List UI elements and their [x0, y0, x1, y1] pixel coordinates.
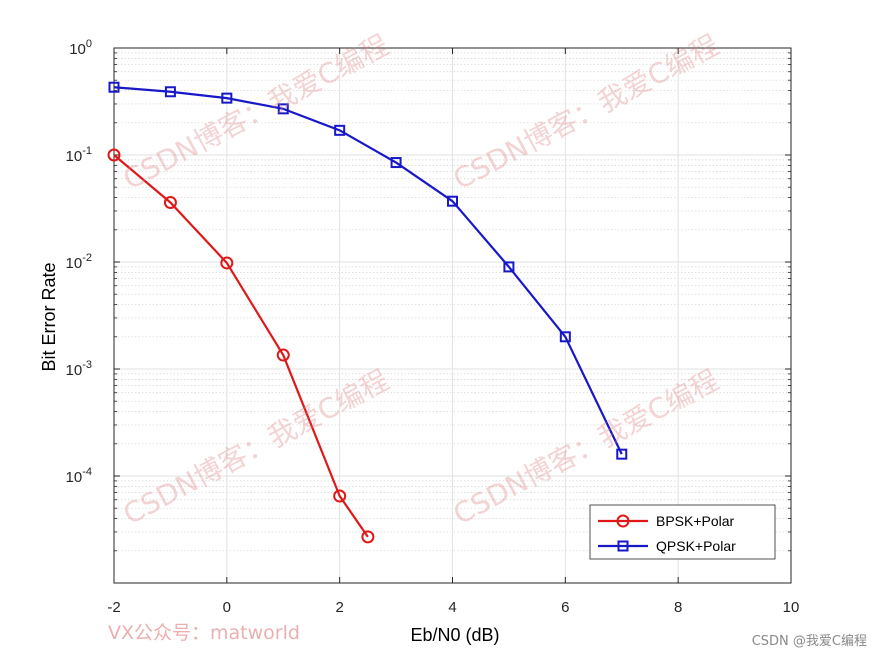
legend-item: QPSK+Polar — [598, 538, 736, 554]
legend-item: BPSK+Polar — [598, 513, 735, 529]
x-tick-label: -2 — [107, 599, 120, 616]
data-point — [559, 331, 571, 343]
series-line — [113, 154, 369, 538]
y-tick-label: 10-2 — [66, 252, 92, 272]
series-qpsk — [108, 81, 628, 460]
data-point — [361, 530, 375, 544]
watermark-text: CSDN博客：我爱C编程 — [118, 363, 394, 531]
legend-marker — [617, 540, 629, 552]
series-bpsk — [107, 148, 375, 544]
x-tick-label: 10 — [783, 599, 800, 616]
data-point — [276, 348, 290, 362]
x-axis-title: Eb/N0 (dB) — [410, 625, 499, 645]
y-tick-label: 10-4 — [66, 466, 92, 486]
y-tick-label: 100 — [69, 38, 92, 58]
data-point — [390, 157, 402, 169]
x-tick-label: 2 — [335, 599, 343, 616]
x-tick-label: 0 — [223, 599, 231, 616]
data-point — [277, 103, 289, 115]
data-point — [220, 256, 234, 270]
data-point — [163, 195, 177, 209]
y-tick-label: 10-1 — [66, 145, 92, 165]
x-tick-label: 4 — [448, 599, 456, 616]
data-point — [164, 86, 176, 98]
y-axis-title: Bit Error Rate — [39, 262, 59, 371]
legend-label: QPSK+Polar — [656, 538, 736, 554]
x-tick-label: 8 — [674, 599, 682, 616]
data-point — [334, 124, 346, 136]
y-tick-label: 10-3 — [66, 359, 92, 379]
x-tick-label: 6 — [561, 599, 569, 616]
axis-ticks — [113, 47, 792, 583]
data-point — [221, 92, 233, 104]
legend-label: BPSK+Polar — [656, 513, 735, 529]
data-point — [447, 195, 458, 207]
data-point — [333, 489, 347, 503]
data-point — [108, 81, 120, 93]
data-point — [107, 148, 121, 162]
watermark-bottom-right: CSDN @我爱C编程 — [751, 634, 867, 649]
data-point — [503, 261, 515, 273]
series-line — [113, 86, 623, 455]
watermark-bottom-left: VX公众号：matworld — [108, 622, 300, 644]
series-layer — [107, 81, 628, 544]
legend-marker — [616, 514, 630, 528]
watermark-text: CSDN博客：我爱C编程 — [118, 28, 394, 196]
watermark-text: CSDN博客：我爱C编程 — [448, 28, 724, 196]
x-tick-labels: -2 0 2 4 6 8 10 — [107, 599, 799, 616]
y-tick-labels: 10-4 10-3 10-2 10-1 100 — [66, 38, 92, 486]
data-point — [616, 448, 628, 460]
legend: BPSK+Polar QPSK+Polar — [589, 504, 776, 560]
